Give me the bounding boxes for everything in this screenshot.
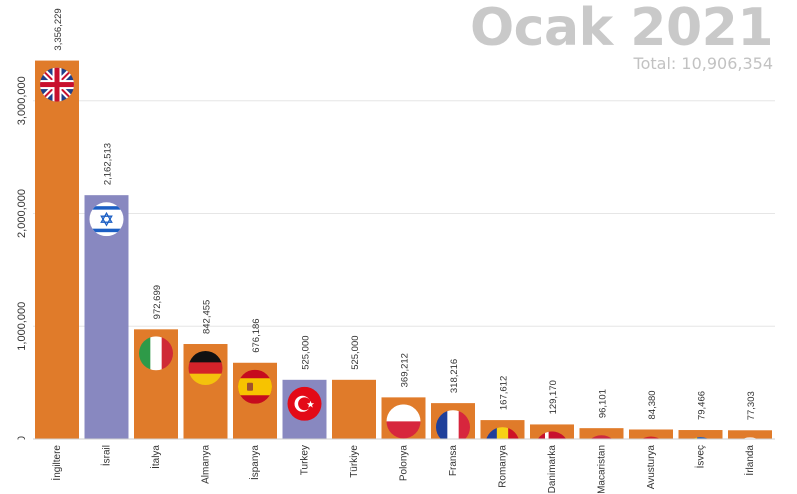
- value-label: 79,466: [697, 391, 708, 420]
- x-tick-label: Romanya: [498, 445, 509, 488]
- x-tick-label: İspanya: [248, 445, 261, 480]
- value-label: 525,000: [350, 335, 361, 369]
- bar-6: [332, 379, 376, 439]
- value-label: 369,212: [400, 353, 411, 387]
- value-label: 3,356,229: [53, 8, 64, 50]
- uk-flag-icon: [40, 67, 74, 102]
- x-tick-label: Avusturya: [646, 445, 657, 490]
- x-tick-label: İrlanda: [743, 445, 756, 476]
- x-tick-label: İtalya: [149, 445, 162, 469]
- spain-flag-icon: [238, 369, 272, 404]
- x-tick-label: İsveç: [694, 445, 707, 468]
- x-tick-label: Fransa: [448, 445, 459, 477]
- axis-mask: [0, 439, 797, 494]
- x-tick-label: İngiltere: [50, 445, 63, 481]
- germany-flag-icon: [188, 351, 223, 386]
- value-label: 129,170: [548, 380, 559, 414]
- israel-flag-icon: [89, 202, 124, 237]
- bar-11: [579, 428, 624, 439]
- y-tick-label: 0: [16, 436, 28, 442]
- y-tick-label: 1,000,000: [16, 302, 28, 351]
- turkey-flag-icon: [287, 386, 322, 421]
- x-tick-label: Turkey: [300, 445, 311, 475]
- x-tick-label: Türkiye: [349, 445, 360, 478]
- x-tick-label: Danimarka: [547, 445, 558, 494]
- y-tick-label: 3,000,000: [16, 76, 28, 125]
- bar-0: [35, 60, 79, 439]
- value-label: 972,699: [152, 285, 163, 319]
- chart-title: Ocak 2021: [469, 0, 774, 58]
- y-tick-label: 2,000,000: [16, 189, 28, 238]
- value-label: 2,162,513: [103, 143, 114, 185]
- value-label: 525,000: [301, 335, 312, 369]
- value-label: 167,612: [499, 376, 510, 410]
- x-tick-label: Polonya: [399, 445, 410, 482]
- value-label: 676,186: [251, 318, 262, 352]
- value-label: 96,101: [598, 389, 609, 418]
- italy-flag-icon: [139, 336, 173, 371]
- poland-flag-icon: [386, 404, 421, 439]
- france-flag-icon: [436, 410, 470, 445]
- x-tick-label: Macaristan: [597, 445, 608, 494]
- value-label: 84,380: [647, 390, 658, 419]
- value-label: 77,303: [746, 391, 757, 420]
- value-label: 842,455: [202, 300, 213, 334]
- x-tick-label: Almanya: [201, 445, 212, 484]
- value-label: 318,216: [449, 359, 460, 393]
- bar-12: [629, 429, 673, 439]
- bar-13: [678, 430, 723, 439]
- x-tick-label: İsrail: [100, 445, 113, 466]
- chart-subtitle: Total: 10,906,354: [633, 54, 773, 73]
- bar-14: [728, 430, 772, 439]
